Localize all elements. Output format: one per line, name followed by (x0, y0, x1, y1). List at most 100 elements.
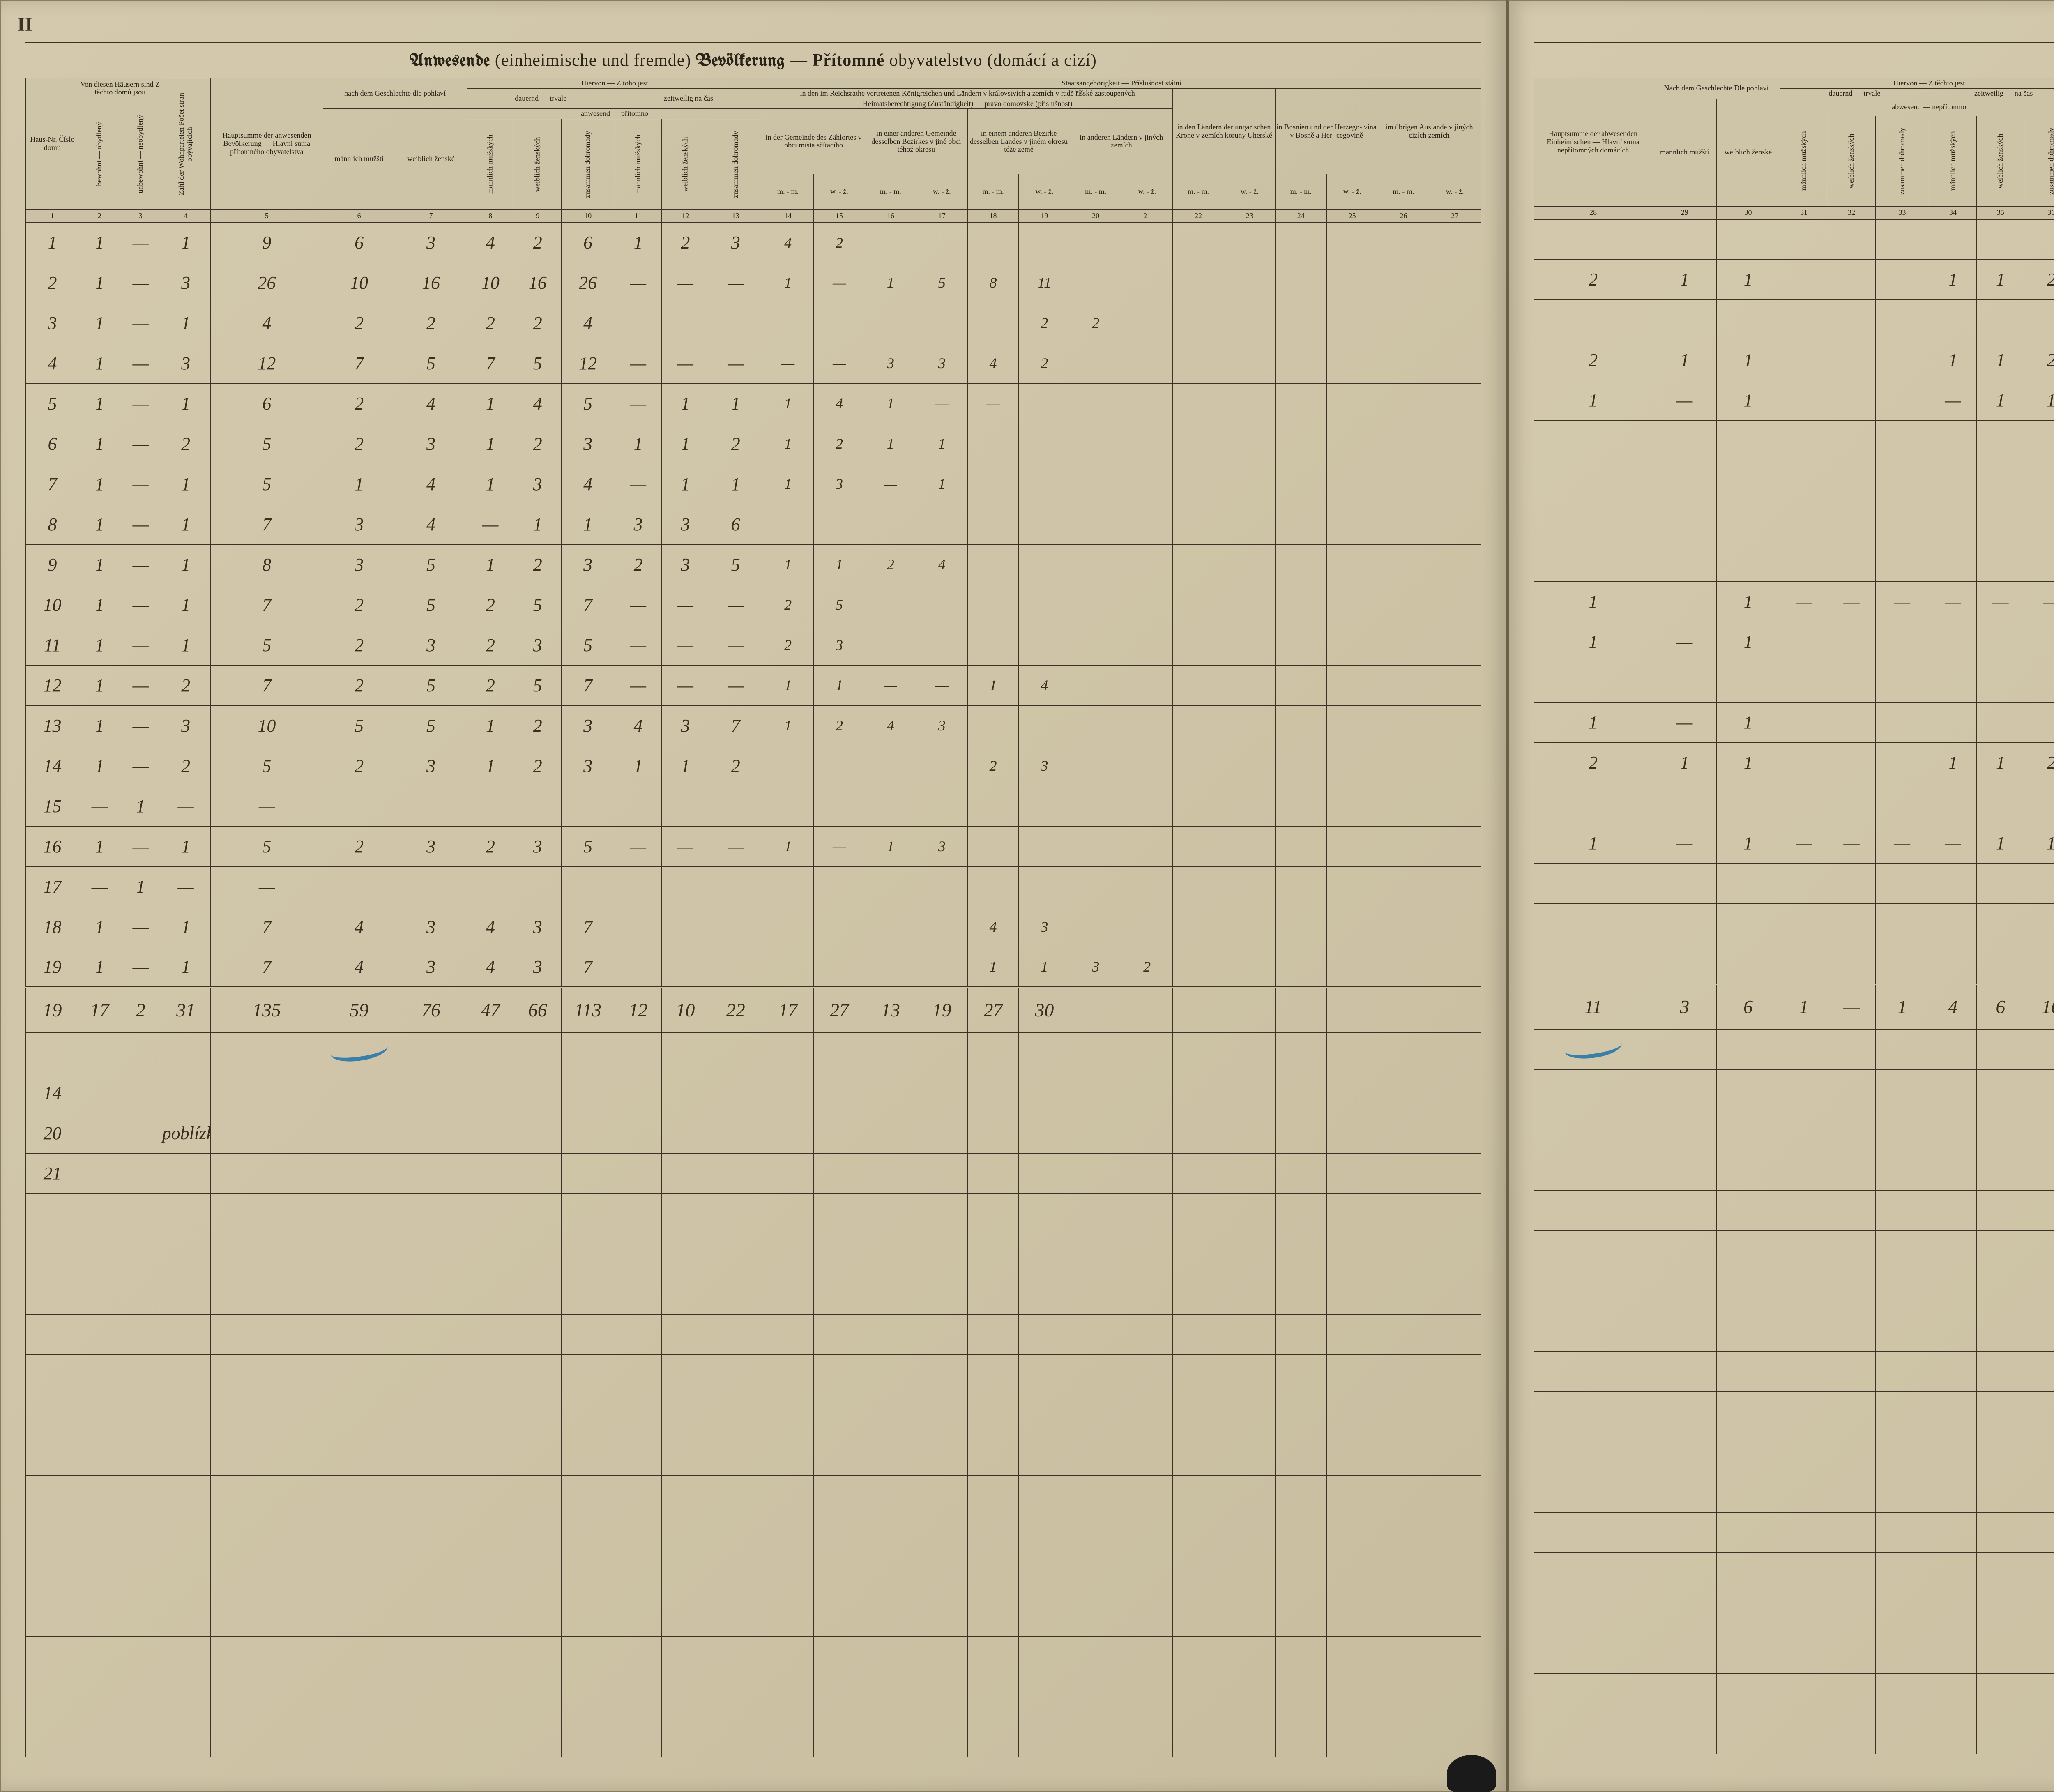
table-cell (1780, 501, 1828, 541)
sum-cell: 27 (814, 987, 865, 1032)
table-cell (1378, 424, 1429, 464)
rhdr-weiblich: weiblich ženské (1716, 99, 1780, 206)
hdr-bosnien: in Bosnien und der Herzego- vina v Bosně… (1275, 88, 1378, 174)
table-cell: 6 (210, 383, 323, 424)
table-cell (561, 1717, 615, 1757)
table-cell: — (1929, 823, 1977, 864)
table-cell (395, 1717, 467, 1757)
table-cell (1224, 1475, 1275, 1516)
table-cell (210, 1717, 323, 1757)
table-cell (865, 625, 916, 665)
table-cell (1224, 1435, 1275, 1475)
table-cell (323, 1234, 395, 1274)
table-cell: 1 (79, 464, 120, 504)
rhdr-abwesend: abwesend — nepřítomno (1780, 99, 2054, 116)
table-cell (1653, 662, 1716, 703)
table-cell (1429, 1435, 1481, 1475)
table-cell (709, 1636, 762, 1677)
table-cell (2024, 1633, 2054, 1674)
table-cell: 1 (79, 665, 120, 705)
table-cell (1224, 1717, 1275, 1757)
table-cell (1875, 864, 1929, 904)
table-cell (1929, 1674, 1977, 1714)
table-cell: 1 (916, 464, 967, 504)
table-cell (1534, 1472, 1653, 1513)
column-number: 29 (1653, 206, 1716, 219)
table-cell (1929, 783, 1977, 823)
table-cell (1121, 1556, 1173, 1596)
table-cell (1716, 662, 1780, 703)
table-cell (323, 1556, 395, 1596)
table-cell: 1 (161, 826, 210, 866)
table-cell (120, 1073, 161, 1113)
table-cell (2024, 904, 2054, 944)
table-cell: 3 (323, 504, 395, 544)
left-table-body: 11—19634261234221—3261016101626———1—1581… (26, 222, 1481, 1757)
table-cell: 12 (26, 665, 79, 705)
table-cell: 4 (323, 907, 395, 947)
table-cell (1429, 1596, 1481, 1636)
table-cell (79, 1274, 120, 1314)
table-cell: 1 (79, 907, 120, 947)
table-cell (323, 1314, 395, 1354)
table-cell: — (1977, 582, 2024, 622)
table-cell (1929, 864, 1977, 904)
table-cell: 2 (762, 625, 814, 665)
table-cell (1378, 1274, 1429, 1314)
table-cell (1929, 1191, 1977, 1231)
table-cell (1275, 1193, 1326, 1234)
table-cell (1875, 1714, 1929, 1754)
table-cell (210, 1596, 323, 1636)
table-cell (323, 1596, 395, 1636)
table-cell: 17 (26, 866, 79, 907)
table-cell (1780, 421, 1828, 461)
table-cell: 1 (79, 263, 120, 303)
table-cell: 2 (323, 585, 395, 625)
table-cell (514, 1193, 561, 1234)
table-cell (467, 1193, 514, 1234)
table-cell (1121, 1354, 1173, 1395)
table-cell (762, 1475, 814, 1516)
table-cell (916, 746, 967, 786)
table-cell (561, 1556, 615, 1596)
table-cell (615, 1153, 662, 1193)
note-row: 14 (26, 1073, 1481, 1113)
table-cell (1977, 1633, 2024, 1674)
table-cell (1429, 786, 1481, 826)
table-cell (1828, 1432, 1875, 1472)
table-cell (865, 585, 916, 625)
column-number: 1 (26, 210, 79, 223)
table-cell (1224, 1073, 1275, 1113)
hdr-wz-6: w. - ž. (1326, 174, 1378, 210)
table-cell (762, 1193, 814, 1234)
table-cell (1173, 424, 1224, 464)
table-cell (916, 907, 967, 947)
table-cell (967, 1435, 1019, 1475)
table-cell (467, 1354, 514, 1395)
table-cell (762, 1354, 814, 1395)
table-cell (865, 1193, 916, 1234)
table-cell: 2 (161, 665, 210, 705)
column-number: 6 (323, 210, 395, 223)
table-cell (1326, 544, 1378, 585)
table-cell (120, 1636, 161, 1677)
table-cell: 2 (1019, 303, 1070, 343)
table-cell: 5 (323, 705, 395, 746)
table-cell (1429, 1516, 1481, 1556)
table-cell (1070, 1032, 1121, 1073)
table-cell: 2 (2024, 260, 2054, 300)
table-cell (1653, 300, 1716, 340)
table-cell (1429, 665, 1481, 705)
table-cell (1780, 1150, 1828, 1191)
table-cell: 2 (709, 746, 762, 786)
table-cell: — (120, 464, 161, 504)
table-cell (1224, 1234, 1275, 1274)
table-cell: 1 (161, 464, 210, 504)
hdr-ungarisch: in den Ländern der ungarischen Krone v z… (1173, 88, 1276, 174)
table-cell (967, 1032, 1019, 1073)
table-cell (762, 1516, 814, 1556)
table-cell (514, 1073, 561, 1113)
table-row: 121—2725257———11——14 (26, 665, 1481, 705)
table-cell (1121, 1636, 1173, 1677)
table-cell: 1 (865, 826, 916, 866)
